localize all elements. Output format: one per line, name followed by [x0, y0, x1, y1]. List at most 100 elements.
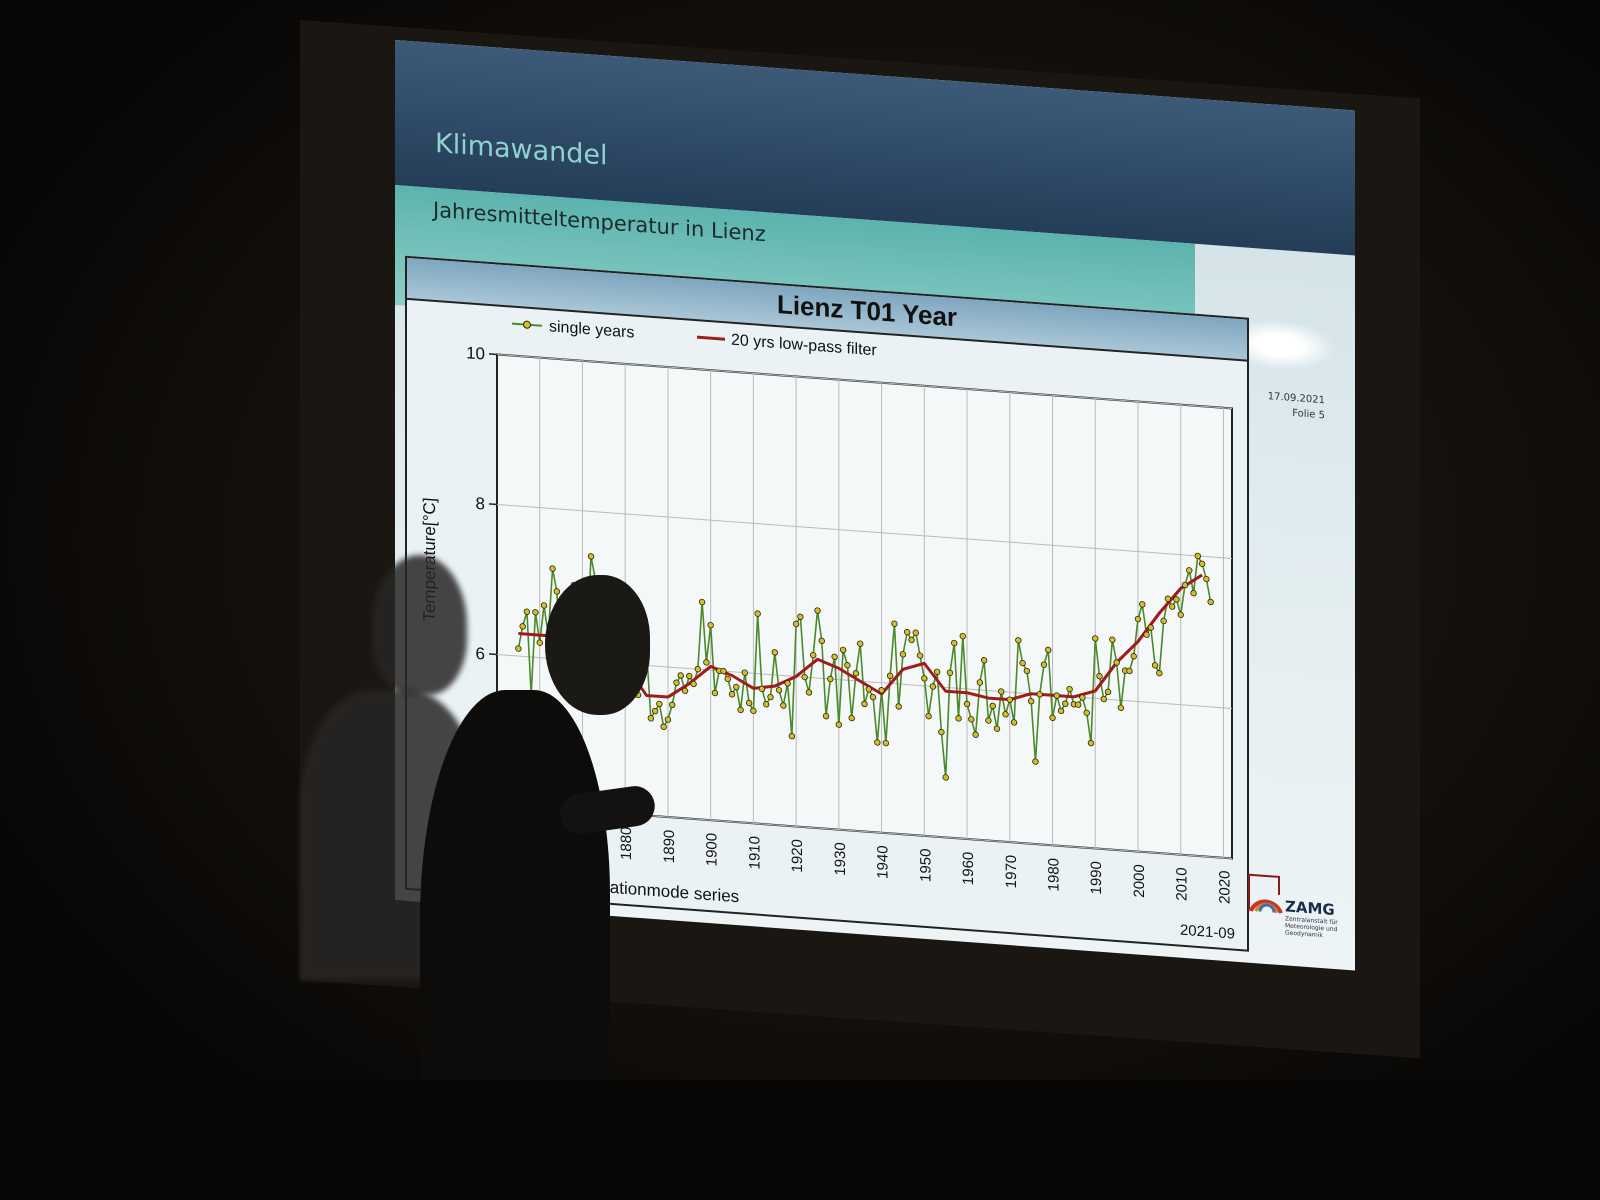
single-year-point — [891, 620, 898, 627]
legend-lowpass-label: 20 yrs low-pass filter — [731, 331, 877, 360]
y-tick-label: 6 — [476, 644, 485, 664]
single-year-point — [959, 632, 966, 640]
single-year-point — [951, 639, 958, 647]
single-year-point — [1207, 598, 1214, 606]
single-year-point — [733, 683, 740, 691]
single-year-point — [899, 651, 907, 658]
grid-line-y — [497, 353, 1232, 409]
single-year-point — [707, 621, 714, 629]
single-year-point — [998, 688, 1005, 695]
single-year-point — [1104, 688, 1112, 696]
single-year-point — [1015, 637, 1022, 644]
legend-lowpass-line — [697, 335, 725, 341]
single-year-point — [1173, 596, 1180, 603]
single-year-point — [946, 669, 954, 676]
single-year-point — [1147, 624, 1155, 631]
single-year-point — [686, 672, 693, 680]
single-year-point — [904, 628, 911, 636]
single-year-point — [844, 662, 851, 669]
x-tick-label: 2000 — [1131, 864, 1148, 899]
single-year-point — [797, 613, 804, 620]
single-year-point — [664, 716, 672, 723]
single-year-point — [921, 675, 928, 682]
single-year-point — [754, 610, 761, 617]
single-year-point — [780, 702, 787, 709]
single-year-point — [929, 683, 937, 690]
single-year-point — [1160, 617, 1167, 625]
y-tick-label: 8 — [476, 494, 485, 514]
chart-title: Lienz T01 Year — [777, 289, 957, 332]
single-year-point — [694, 666, 702, 673]
x-tick-label: 2020 — [1216, 870, 1233, 905]
single-year-point — [549, 565, 556, 572]
single-year-point — [1036, 691, 1043, 698]
single-year-point — [976, 679, 984, 686]
single-year-point — [745, 699, 753, 707]
single-year-point — [656, 700, 663, 708]
single-year-point — [963, 700, 971, 708]
single-year-point — [792, 620, 800, 628]
single-year-point — [852, 670, 860, 677]
single-year-point — [1087, 739, 1095, 747]
single-year-point — [1045, 646, 1052, 654]
single-year-point — [758, 685, 766, 693]
x-tick-label: 1900 — [704, 832, 721, 867]
y-tick — [489, 653, 497, 656]
x-tick-label: 1930 — [832, 842, 849, 877]
single-year-point — [933, 668, 941, 676]
presenter-head — [545, 575, 650, 715]
single-year-point — [532, 609, 539, 616]
table — [0, 1080, 1600, 1200]
x-tick-label: 2010 — [1174, 867, 1191, 902]
single-year-point — [925, 712, 932, 720]
x-tick-label: 1940 — [875, 845, 892, 880]
single-year-point — [1092, 635, 1099, 642]
x-tick-label: 1980 — [1046, 857, 1063, 892]
single-year-point — [972, 731, 979, 738]
single-year-point — [763, 701, 770, 708]
single-year-point — [1019, 659, 1026, 667]
single-year-point — [1096, 673, 1103, 680]
single-year-point — [771, 649, 778, 656]
y-tick — [489, 503, 497, 506]
single-year-point — [1074, 701, 1082, 708]
single-year-point — [1057, 707, 1065, 715]
single-year-point — [540, 602, 548, 609]
single-year-point — [1156, 669, 1163, 677]
single-year-point — [857, 640, 864, 647]
x-tick-label: 1970 — [1003, 854, 1020, 889]
single-year-point — [810, 652, 817, 659]
single-year-point — [660, 723, 667, 730]
single-year-point — [1040, 661, 1048, 668]
single-year-point — [1177, 611, 1184, 618]
single-year-point — [1134, 615, 1142, 623]
single-year-point — [1079, 694, 1086, 701]
single-year-point — [822, 712, 830, 720]
single-year-point — [1083, 709, 1090, 717]
single-year-point — [801, 673, 808, 681]
single-year-point — [814, 607, 821, 614]
single-year-point — [1023, 667, 1031, 675]
temperature-chart: Lienz T01 Year 1860187018801890190019101… — [420, 289, 1235, 943]
single-year-point — [869, 693, 877, 701]
single-year-point — [1002, 711, 1009, 718]
x-tick-label: 1890 — [661, 829, 678, 864]
presenter-shadow — [372, 555, 467, 695]
single-year-point — [647, 715, 655, 722]
x-tick-label: 1920 — [789, 839, 806, 874]
single-year-point — [1168, 603, 1176, 610]
x-tick-label: 1990 — [1088, 861, 1105, 896]
single-year-point — [681, 687, 689, 695]
single-year-point — [886, 672, 894, 680]
single-year-point — [553, 588, 561, 595]
x-tick-label: 1950 — [917, 848, 934, 883]
single-year-point — [1164, 595, 1172, 602]
grid — [496, 353, 1233, 860]
single-year-point — [1032, 758, 1039, 765]
single-year-point — [831, 653, 838, 660]
chart-container: Lienz T01 Year 1860187018801890190019101… — [405, 255, 1249, 952]
single-year-point — [989, 702, 996, 710]
single-year-point — [669, 701, 676, 709]
single-year-point — [835, 721, 843, 728]
rainbow-logo-icon — [1248, 873, 1283, 914]
